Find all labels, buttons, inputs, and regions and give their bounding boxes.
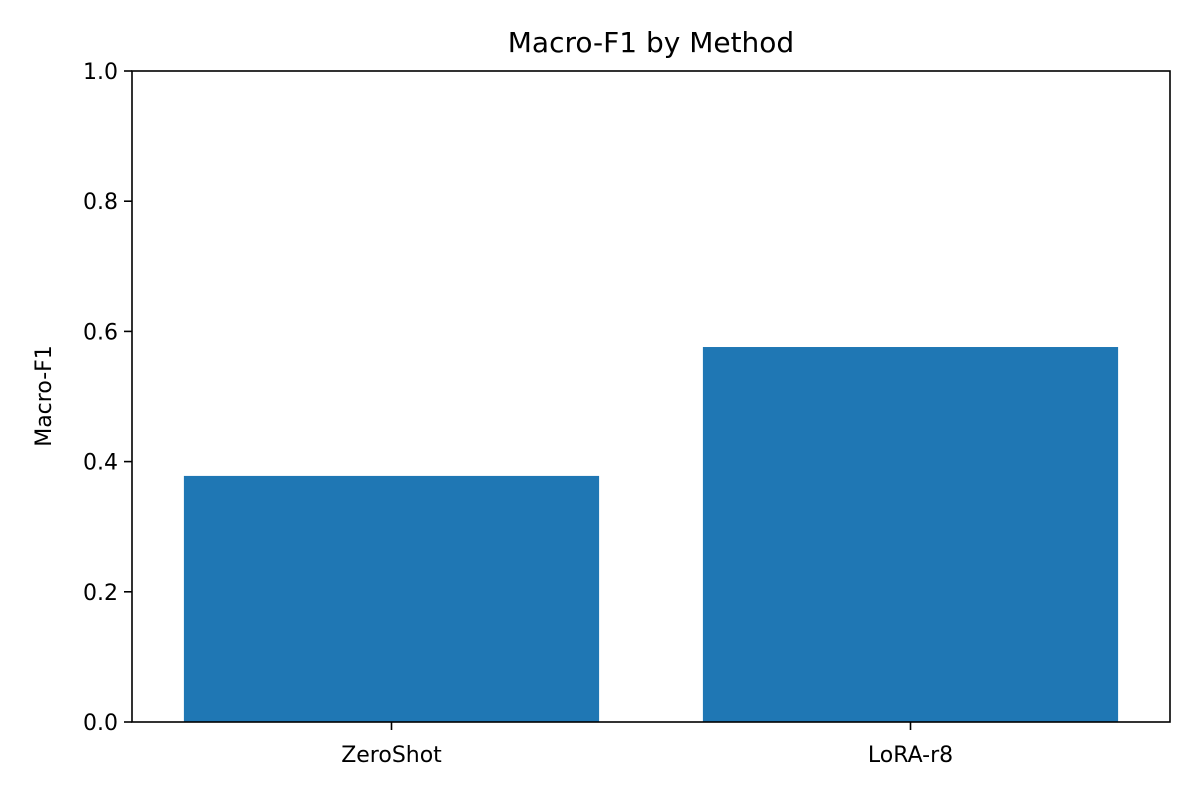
y-tick-label: 0.4 — [83, 451, 118, 476]
x-axis: ZeroShot LoRA-r8 — [341, 722, 953, 768]
x-tick-label: ZeroShot — [341, 743, 442, 768]
bar-zeroshot — [183, 475, 600, 722]
y-axis-label: Macro-F1 — [32, 345, 57, 447]
y-tick-label: 0.2 — [83, 581, 118, 606]
x-tick-label: LoRA-r8 — [868, 743, 953, 768]
y-tick-label: 0.6 — [83, 320, 118, 345]
y-tick-label: 0.0 — [83, 711, 118, 736]
y-axis: 0.0 0.2 0.4 0.6 0.8 1.0 — [83, 60, 132, 736]
plot-area — [183, 347, 1119, 722]
chart-title: Macro-F1 by Method — [508, 26, 794, 59]
y-tick-label: 0.8 — [83, 190, 118, 215]
bar-lora-r8 — [702, 347, 1119, 722]
plot-frame — [131, 70, 1171, 723]
y-tick-label: 1.0 — [83, 60, 118, 85]
